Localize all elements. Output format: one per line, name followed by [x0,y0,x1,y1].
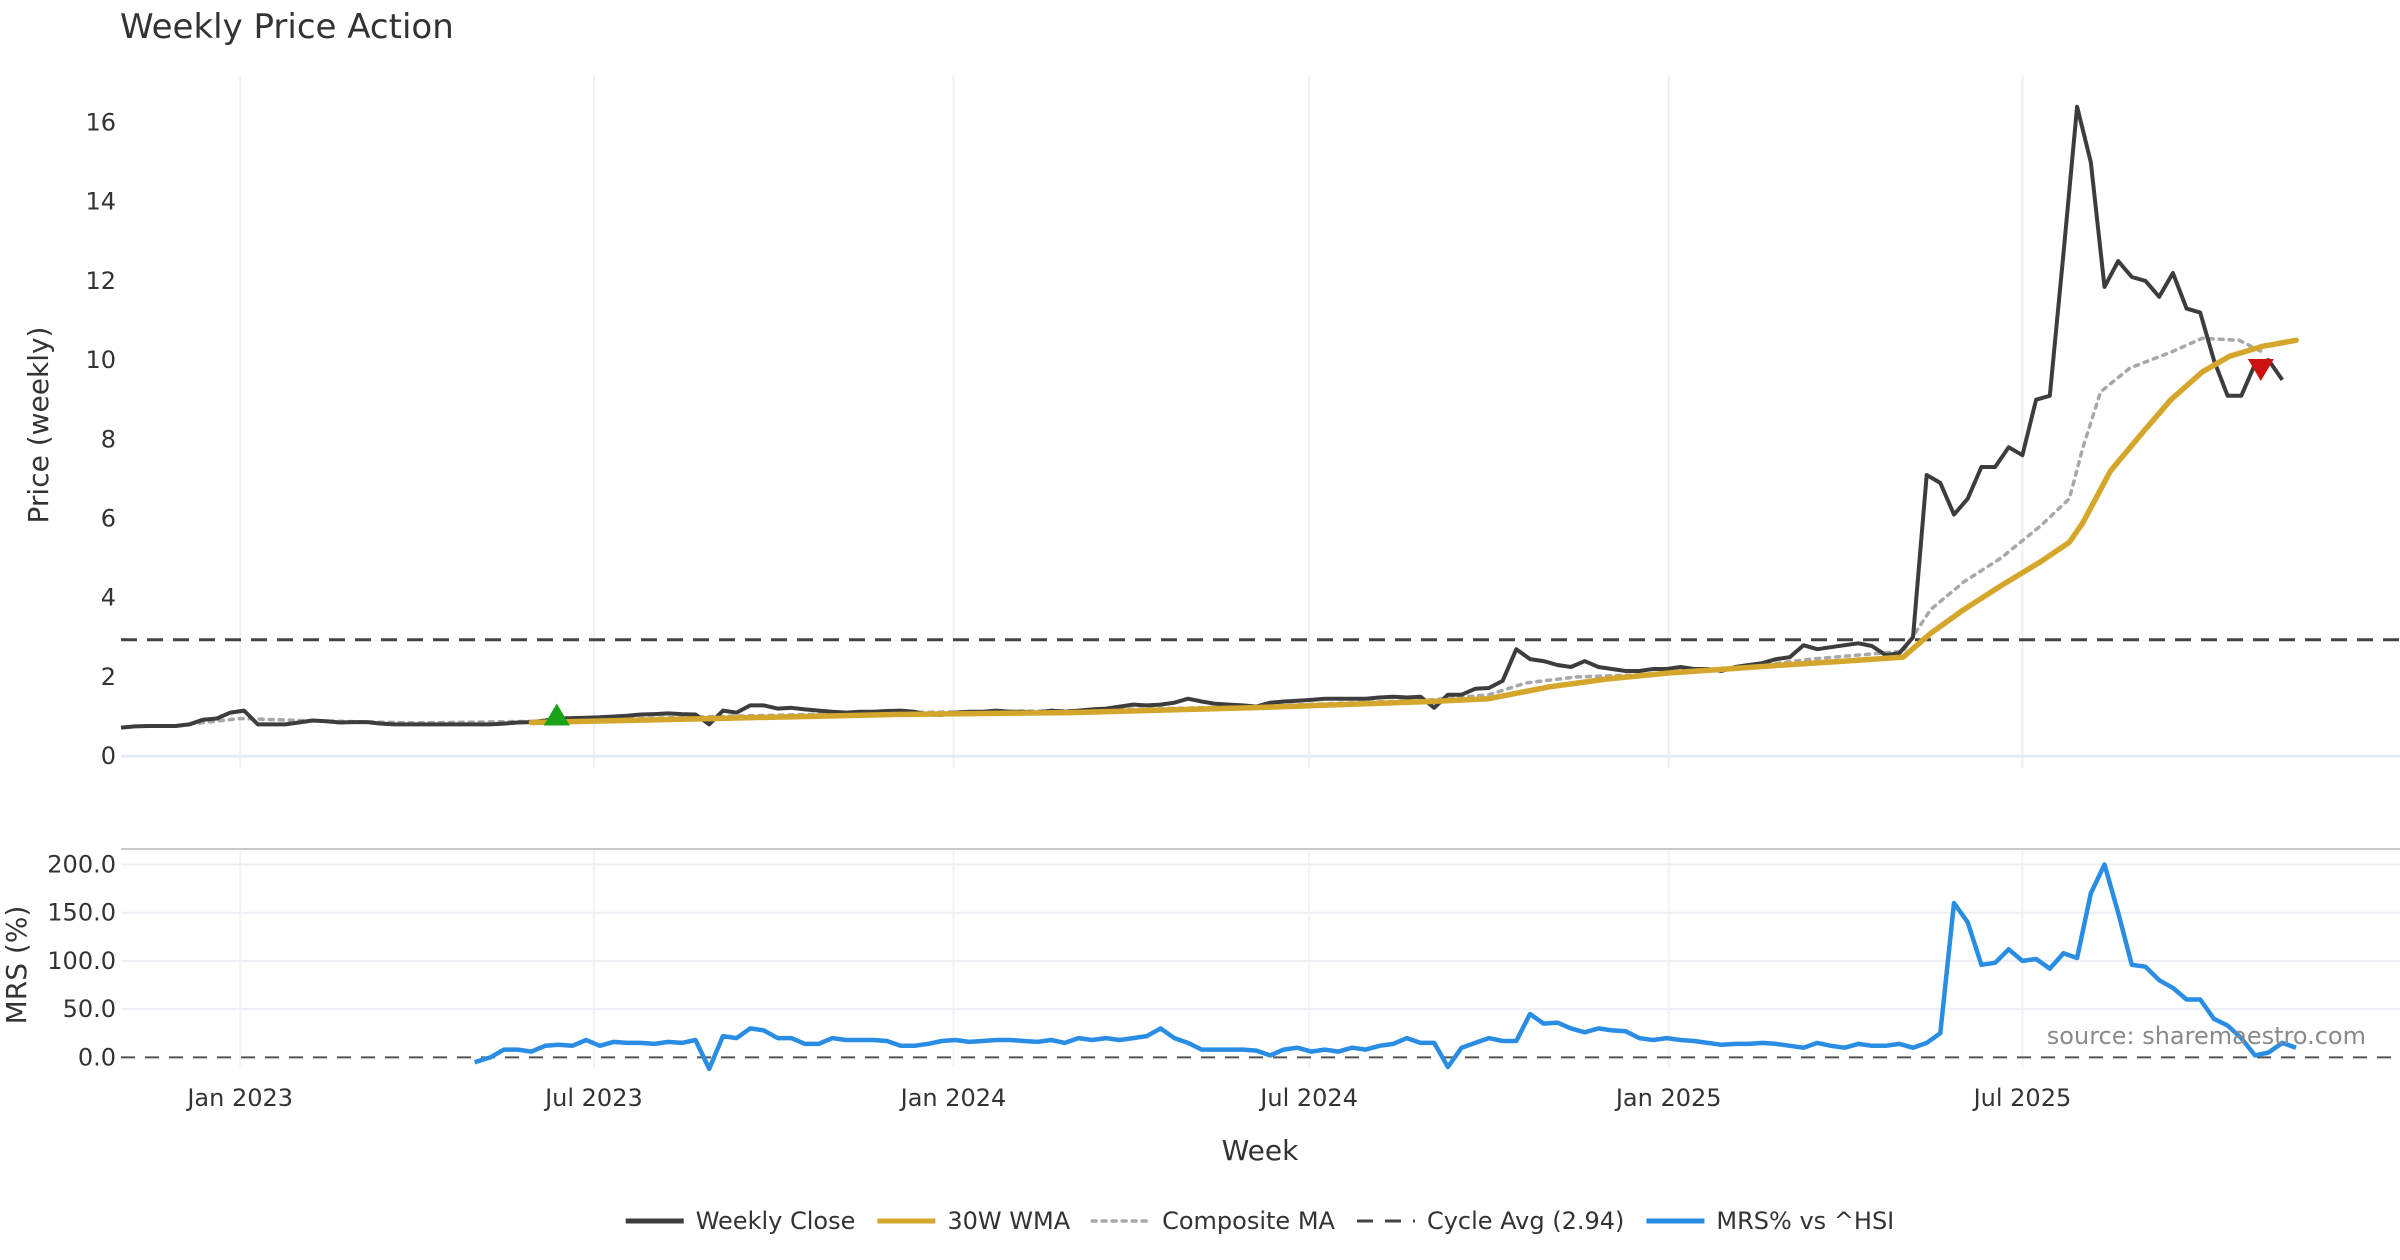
series-weekly-close [120,104,2284,730]
source-annotation: source: sharemaestro.com [2047,1022,2366,1050]
x-tick-label-4: Jan 2025 [1614,1084,1722,1112]
legend-label-composite: Composite MA [1162,1207,1335,1235]
price-y-tick-4: 8 [101,425,116,453]
mrs-y-tick-2: 100.0 [47,947,116,975]
legend-label-wma: 30W WMA [947,1207,1070,1235]
price-series-layer [120,104,2400,730]
price-y-tick-6: 12 [85,267,116,295]
x-axis-label: Week [1222,1134,1299,1167]
price-y-tick-3: 6 [101,505,116,533]
x-tick-label-0: Jan 2023 [185,1084,293,1112]
legend-label-close: Weekly Close [696,1207,856,1235]
buy-signal-marker [543,703,570,726]
legend-label-mrs: MRS% vs ^HSI [1716,1207,1894,1235]
price-grid [121,75,2400,768]
price-y-tick-5: 10 [85,346,116,374]
mrs-y-axis-label: MRS (%) [0,906,33,1025]
mrs-y-tick-0: 0.0 [78,1043,116,1071]
mrs-y-tick-3: 150.0 [47,899,116,927]
x-ticks: Jan 2023 Jul 2023 Jan 2024 Jul 2024 Jan 2025… [185,1084,2071,1112]
price-y-tick-7: 14 [85,188,116,216]
price-y-tick-8: 16 [85,109,116,137]
sell-signal-marker [2247,359,2274,382]
series-30w-wma [528,337,2299,726]
mrs-y-tick-1: 50.0 [63,995,116,1023]
x-tick-label-5: Jul 2025 [1972,1084,2072,1112]
mrs-y-tick-4: 200.0 [47,850,116,878]
price-y-tick-0: 0 [101,742,116,770]
legend-label-cycle: Cycle Avg (2.94) [1427,1207,1624,1235]
price-y-ticks: 0 2 4 6 8 10 12 14 16 [85,109,116,771]
mrs-series-layer [474,862,2297,1072]
series-composite-ma [177,336,2265,727]
series-mrs-vs-hsi [474,862,2297,1072]
price-y-axis-label: Price (weekly) [22,327,55,524]
legend: Weekly Close 30W WMA Composite MA Cycle Avg… [625,1207,1894,1235]
x-tick-label-2: Jan 2024 [899,1084,1007,1112]
price-y-tick-1: 2 [101,663,116,691]
mrs-y-ticks: 0.0 50.0 100.0 150.0 200.0 [47,850,116,1071]
x-tick-label-3: Jul 2024 [1258,1084,1358,1112]
price-y-tick-2: 4 [101,584,116,612]
chart-title: Weekly Price Action [120,7,454,47]
x-tick-label-1: Jul 2023 [543,1084,643,1112]
